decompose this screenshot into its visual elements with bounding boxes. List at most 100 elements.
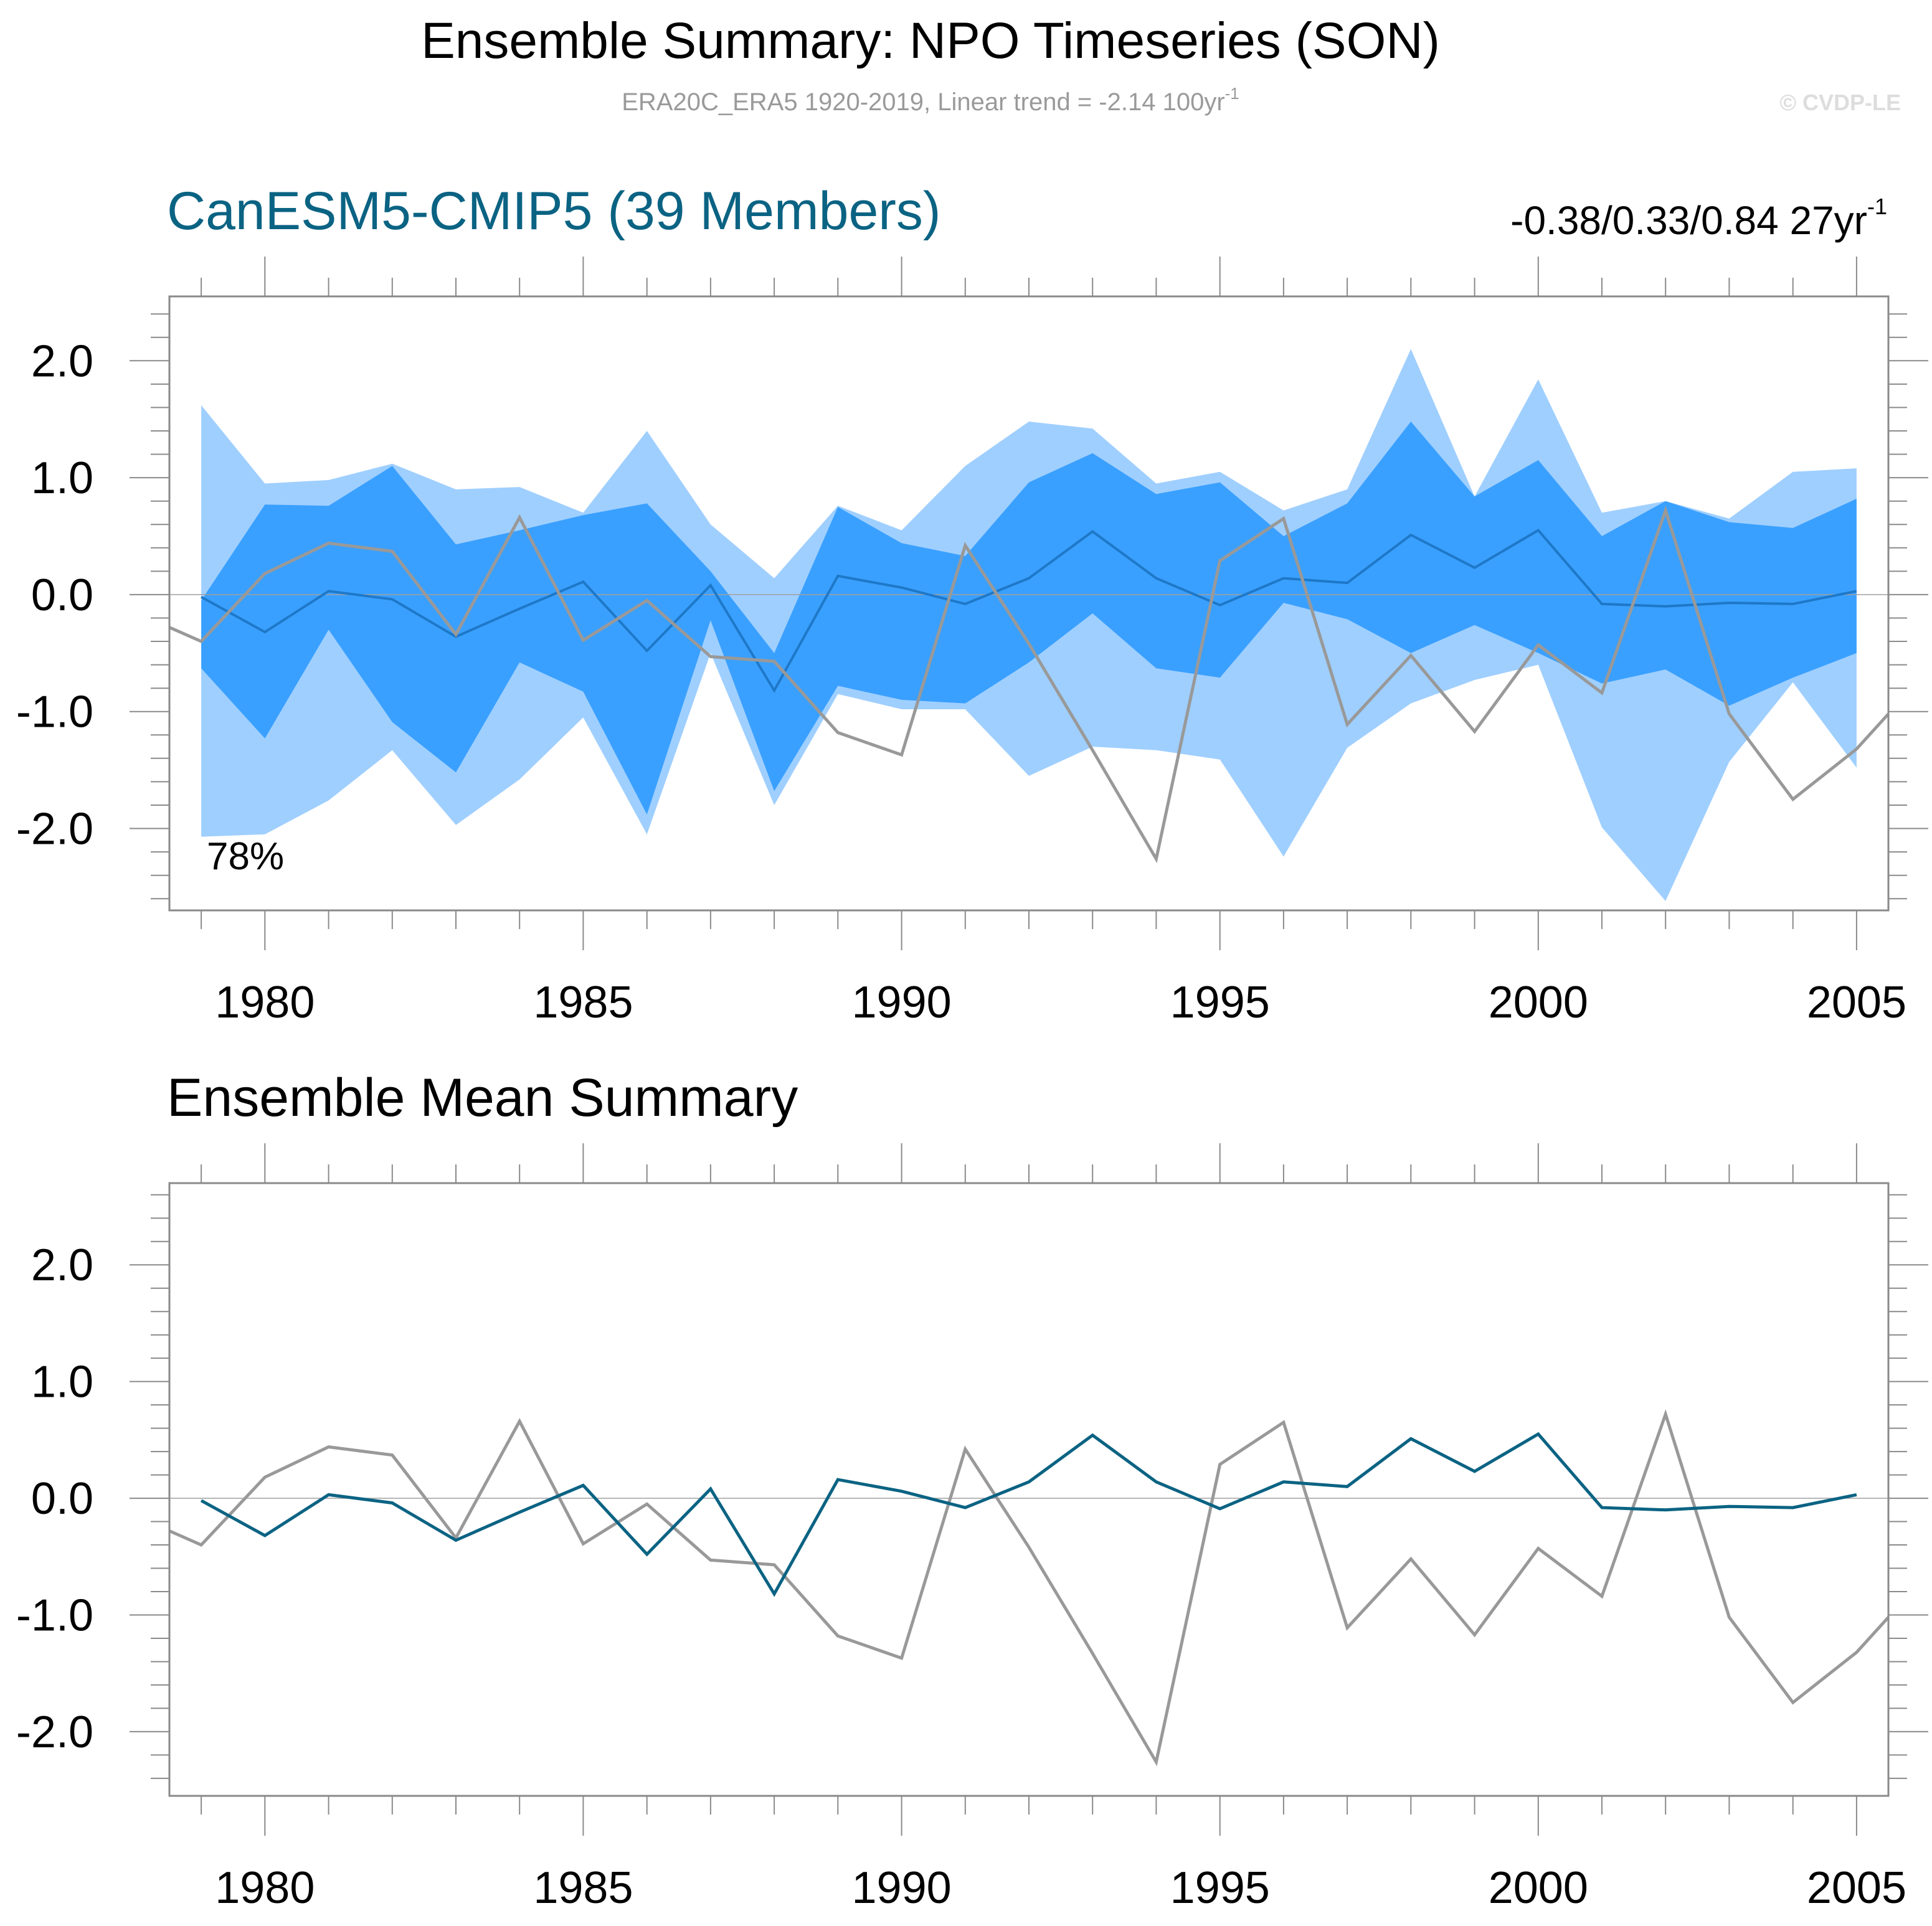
panel1-ensemble-mean-point — [1792, 603, 1794, 605]
panel2-ensemble-mean-point — [1219, 1508, 1221, 1509]
panel1-ensemble-mean-point — [582, 581, 584, 582]
panel2-y-tick-label: 0.0 — [31, 1474, 93, 1524]
panel2-ensemble-mean-point — [901, 1491, 902, 1492]
panel2-observed-point — [1410, 1559, 1411, 1560]
panel1-observed-point — [646, 600, 648, 601]
panel1-ensemble-mean-point — [1856, 590, 1857, 592]
panel1-x-tick-label: 1990 — [852, 978, 952, 1027]
panel1-x-tick-label: 2005 — [1807, 978, 1906, 1027]
panel1-observed-point — [1792, 799, 1794, 800]
panel1-ensemble-mean-point — [1028, 578, 1030, 579]
panel1-y-tick-label: -2.0 — [16, 805, 93, 854]
panel2-ensemble-mean-point — [1601, 1507, 1603, 1508]
panel1-x-tick-label: 1995 — [1170, 978, 1270, 1027]
panel1-ensemble-mean-line — [201, 529, 1857, 693]
panel2-observed-point — [582, 1543, 584, 1544]
panel1-observed-point — [774, 661, 775, 662]
panel2-ensemble-mean-point — [1347, 1486, 1348, 1487]
panel1-ensemble-mean-point — [774, 690, 775, 691]
panel1-observed-point — [965, 545, 966, 546]
panel2-ensemble-mean-point — [1092, 1435, 1093, 1436]
panel2-observed-point — [201, 1544, 202, 1546]
panel2-observed-point — [837, 1635, 838, 1636]
panel1-ensemble-mean-point — [519, 608, 520, 610]
panel1-ensemble-mean-point — [901, 587, 902, 588]
panel2-ensemble-mean-point — [392, 1503, 393, 1504]
panel2-ensemble-mean-point — [646, 1554, 648, 1555]
panel1-title: CanESM5-CMIP5 (39 Members) — [167, 181, 941, 241]
panel2-title: Ensemble Mean Summary — [167, 1068, 798, 1128]
panel2-observed-point — [1283, 1422, 1284, 1423]
subtitle-main: ERA20C_ERA5 1920-2019, Linear trend = -2… — [622, 88, 1224, 116]
panel2-observed-point — [328, 1447, 329, 1448]
panel2-observed-point — [392, 1455, 393, 1456]
panel2-ensemble-mean-point — [455, 1540, 457, 1541]
ensemble-summary-panel: CanESM5-CMIP5 (39 Members) -0.38/0.33/0.… — [16, 181, 1928, 1027]
panel2-observed-point — [1028, 1547, 1030, 1548]
panel2-plot-area — [168, 1409, 1890, 1767]
panel2-observed-point — [1347, 1627, 1348, 1628]
panel2-observed-point — [901, 1658, 902, 1659]
panel1-observed-point — [1028, 643, 1030, 644]
panel1-ensemble-mean-point — [1092, 531, 1093, 532]
panel2-ensemble-mean-point — [1538, 1433, 1539, 1435]
panel1-ensemble-mean-point — [837, 575, 838, 577]
panel2-observed-point — [1728, 1617, 1730, 1618]
figure-subtitle: ERA20C_ERA5 1920-2019, Linear trend = -2… — [622, 84, 1239, 116]
panel1-ensemble-mean-point — [201, 597, 202, 598]
panel1-trend-label: -0.38/0.33/0.84 27yr-1 — [1510, 194, 1887, 243]
copyright-label: © CVDP-LE — [1779, 90, 1901, 115]
trend-label-superscript: -1 — [1867, 194, 1887, 219]
panel1-observed-point — [901, 754, 902, 755]
panel2-ensemble-mean-point — [328, 1494, 329, 1495]
panel2-x-tick-label: 1985 — [533, 1863, 633, 1913]
panel1-ensemble-mean-point — [264, 631, 265, 633]
panel1-observed-point — [455, 634, 457, 635]
panel2-observed-point — [1538, 1548, 1539, 1549]
panel2-observed-point — [774, 1564, 775, 1565]
panel2-ensemble-mean-point — [1028, 1481, 1030, 1483]
panel1-ensemble-mean-point — [1410, 534, 1411, 536]
panel2-observed-line — [168, 1409, 1890, 1767]
panel1-ensemble-mean-point — [1728, 602, 1730, 603]
panel2-ensemble-mean-point — [1410, 1438, 1411, 1440]
panel1-ensemble-mean-point — [1219, 605, 1221, 606]
panel2-ensemble-mean-point — [710, 1488, 711, 1489]
panel1-x-tick-label: 1985 — [533, 978, 633, 1027]
panel2-observed-point — [710, 1559, 711, 1560]
panel2-axes: 1980 1985 1990 1995 2000 2005 -2.0 -1.0 0.0 1.0 2.… — [16, 1143, 1928, 1913]
panel1-inner-spread-band — [201, 422, 1857, 814]
subtitle-superscript: -1 — [1225, 84, 1239, 103]
panel2-observed-point — [1092, 1653, 1093, 1654]
panel1-ensemble-mean-point — [1155, 578, 1157, 579]
panel2-observed-point — [1665, 1414, 1666, 1415]
panel2-observed-point — [519, 1420, 520, 1422]
panel2-x-tick-label: 2000 — [1489, 1863, 1588, 1913]
panel1-x-tick-label: 2000 — [1489, 978, 1588, 1027]
panel2-ensemble-mean-point — [837, 1479, 838, 1480]
panel1-ensemble-mean-point — [965, 603, 966, 605]
panel2-ensemble-mean-point — [264, 1535, 265, 1536]
panel2-observed-point — [264, 1476, 265, 1478]
panel2-x-tick-label: 2005 — [1807, 1863, 1906, 1913]
panel2-ensemble-mean-point — [1665, 1509, 1666, 1511]
panel1-percent-annotation: 78% — [207, 835, 284, 878]
panel2-observed-point — [646, 1503, 648, 1504]
panel1-observed-point — [1601, 692, 1603, 694]
panel1-observed-point — [1092, 750, 1093, 751]
panel1-y-tick-label: -1.0 — [16, 687, 93, 737]
panel2-ensemble-mean-point — [965, 1507, 966, 1508]
panel1-axes: 1980 1985 1990 1995 2000 2005 -2.0 -1.0 0.0 1.0 2.… — [16, 257, 1928, 1027]
panel2-x-tick-label: 1990 — [852, 1863, 952, 1913]
panel1-observed-point — [1856, 748, 1857, 750]
panel2-ensemble-mean-point — [1155, 1481, 1157, 1483]
panel2-ensemble-mean-point — [1283, 1481, 1284, 1483]
figure-title: Ensemble Summary: NPO Timeseries (SON) — [421, 12, 1440, 69]
panel2-x-tick-label: 1995 — [1170, 1863, 1270, 1913]
panel2-observed-point — [1474, 1634, 1475, 1635]
panel1-observed-point — [1283, 518, 1284, 519]
panel1-ensemble-mean-point — [1538, 530, 1539, 531]
panel1-ensemble-mean-point — [1474, 567, 1475, 569]
panel1-observed-point — [1538, 644, 1539, 646]
panel1-observed-point — [1474, 731, 1475, 732]
